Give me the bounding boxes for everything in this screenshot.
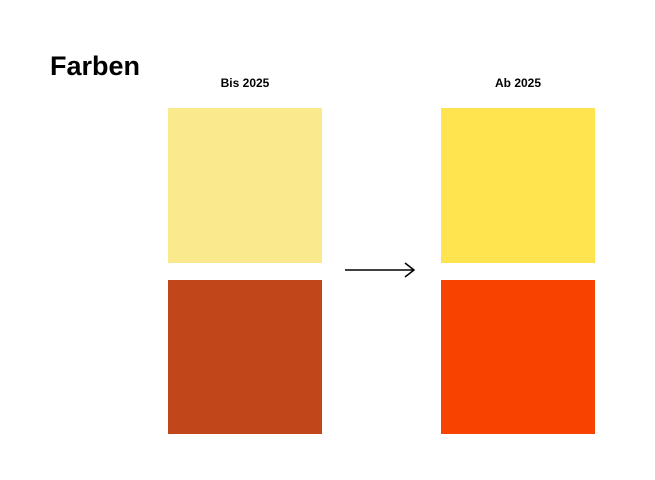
column-label: Ab 2025 <box>495 76 541 90</box>
color-swatch <box>441 108 595 263</box>
color-swatch <box>168 280 322 434</box>
slide-title: Farben <box>50 51 140 81</box>
color-swatch <box>441 280 595 434</box>
arrow <box>345 262 416 278</box>
column-label: Bis 2025 <box>221 76 270 90</box>
color-swatch <box>168 108 322 263</box>
